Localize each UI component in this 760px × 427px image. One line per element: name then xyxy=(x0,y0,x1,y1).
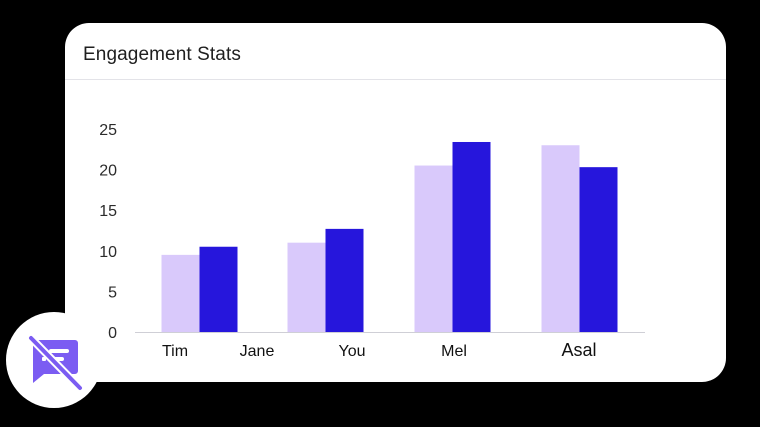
engagement-bar-chart: 0 5 10 15 20 25 Tim Jane You Mel Asal xyxy=(99,122,645,360)
bar xyxy=(325,228,364,332)
y-tick-label: 15 xyxy=(99,203,117,220)
y-tick-label: 10 xyxy=(99,244,117,261)
x-tick-label: Asal xyxy=(561,340,596,360)
message-off-badge[interactable] xyxy=(6,312,102,408)
card-header: Engagement Stats xyxy=(65,23,726,80)
y-tick-label: 25 xyxy=(99,122,117,139)
bar xyxy=(414,165,453,332)
x-tick-label: You xyxy=(339,343,366,360)
x-tick-label: Tim xyxy=(162,343,188,360)
y-tick-label: 0 xyxy=(108,325,117,342)
y-tick-label: 5 xyxy=(108,284,117,301)
bar xyxy=(199,246,238,332)
y-tick-label: 20 xyxy=(99,163,117,180)
x-tick-label: Mel xyxy=(441,343,467,360)
x-tick-label: Jane xyxy=(240,343,275,360)
message-off-icon xyxy=(27,334,84,392)
bar xyxy=(161,254,200,332)
card-title: Engagement Stats xyxy=(83,44,241,65)
bar xyxy=(452,141,491,332)
bar xyxy=(579,167,618,332)
bar xyxy=(287,242,326,332)
bar xyxy=(541,145,580,332)
engagement-stats-card: Engagement Stats 0 5 10 15 20 25 Tim Jane You Mel… xyxy=(65,23,726,382)
